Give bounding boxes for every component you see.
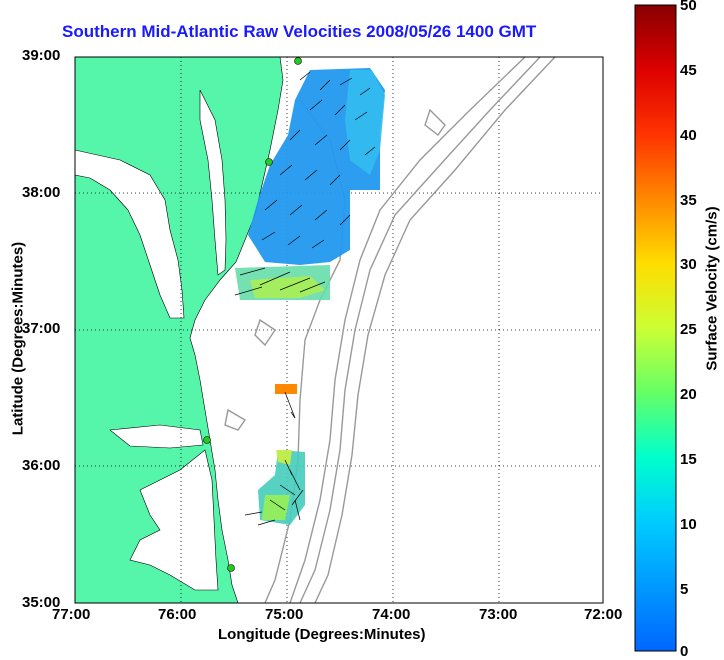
bay-channel xyxy=(199,89,227,276)
colorbar-tick: 25 xyxy=(680,321,697,338)
colorbar-tick: 20 xyxy=(680,386,697,403)
x-axis-label: Longitude (Degrees:Minutes) xyxy=(218,626,426,643)
colorbar-tick: 0 xyxy=(680,643,689,660)
colorbar-tick: 45 xyxy=(680,62,697,79)
chesapeake-bay xyxy=(74,149,185,319)
albemarle-sound xyxy=(109,424,204,449)
x-tick-label: 76:00 xyxy=(158,606,197,623)
velocity-vectors xyxy=(234,71,376,526)
colorbar-tick: 10 xyxy=(680,516,697,533)
y-tick-label: 37:00 xyxy=(22,320,61,337)
y-tick-label: 36:00 xyxy=(22,457,61,474)
radar-station-icon xyxy=(294,57,302,65)
radar-station-icon xyxy=(265,158,273,166)
y-tick-label: 38:00 xyxy=(22,184,61,201)
colorbar-tick: 30 xyxy=(680,256,697,273)
colorbar xyxy=(634,4,677,652)
colorbar-tick: 35 xyxy=(680,192,697,209)
pamlico-sound xyxy=(129,449,219,591)
velocity-field xyxy=(235,68,385,525)
y-tick-label: 39:00 xyxy=(22,47,61,64)
x-tick-label: 75:00 xyxy=(265,606,304,623)
y-tick-label: 35:00 xyxy=(22,594,61,611)
plot-frame xyxy=(74,56,604,604)
x-tick-label: 74:00 xyxy=(372,606,411,623)
x-tick-label: 77:00 xyxy=(52,606,91,623)
map-title: Southern Mid-Atlantic Raw Velocities 200… xyxy=(62,22,537,41)
colorbar-tick: 50 xyxy=(680,0,697,14)
colorbar-tick: 15 xyxy=(680,451,697,468)
colorbar-tick: 5 xyxy=(680,581,689,598)
radar-station-icon xyxy=(227,564,235,572)
high-velocity-patch xyxy=(275,384,297,394)
x-tick-label: 72:00 xyxy=(584,606,623,623)
x-tick-label: 73:00 xyxy=(479,606,518,623)
radar-station-icon xyxy=(203,436,211,444)
colorbar-tick: 40 xyxy=(680,127,697,144)
radar-stations xyxy=(203,57,302,572)
